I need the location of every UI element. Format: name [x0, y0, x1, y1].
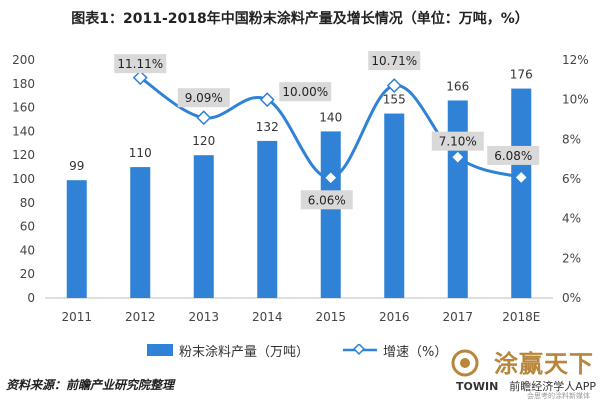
- growth-label-box: [368, 51, 421, 71]
- growth-data-label: 10.00%: [282, 85, 328, 99]
- brand-logo-icon: [451, 349, 479, 377]
- bar-data-label: 140: [319, 110, 342, 124]
- y-left-tick-label: 140: [12, 124, 35, 138]
- brand-watermark: 涂赢天下 TOWIN 前瞻经济学人APP 会思考的涂料新媒体: [440, 340, 600, 401]
- bar: [511, 88, 532, 298]
- x-tick-label: 2011: [61, 310, 92, 324]
- y-right-tick-label: 4%: [562, 212, 581, 226]
- bar: [257, 140, 278, 298]
- bar-data-label: 166: [446, 79, 469, 93]
- legend-item-line: 增速（%）: [343, 341, 447, 360]
- y-right-tick-label: 2%: [562, 251, 581, 265]
- legend: 粉末涂料产量（万吨） 增速（%）: [147, 340, 481, 360]
- brand-sub-text: 会思考的涂料新媒体: [527, 392, 590, 400]
- y-left-tick-label: 40: [20, 243, 35, 257]
- growth-marker: [450, 149, 466, 165]
- y-left-tick-label: 160: [12, 101, 35, 115]
- growth-label-box: [279, 82, 332, 102]
- bar-data-label: 120: [192, 134, 215, 148]
- bar-data-label: 132: [256, 120, 279, 134]
- legend-item-bar: 粉末涂料产量（万吨）: [147, 341, 309, 360]
- y-right-tick-label: 10%: [562, 93, 589, 107]
- y-right-tick-label: 6%: [562, 172, 581, 186]
- brand-app-text: 前瞻经济学人APP: [509, 380, 596, 393]
- x-tick-label: 2015: [315, 310, 346, 324]
- y-left-tick-label: 0: [27, 291, 35, 305]
- y-left-tick-label: 200: [12, 53, 35, 67]
- growth-marker: [196, 110, 212, 126]
- growth-label-box: [431, 131, 484, 151]
- legend-bar-swatch: [147, 344, 173, 356]
- bar-data-label: 110: [129, 146, 152, 160]
- bar: [66, 180, 87, 298]
- source-note: 资料来源：前瞻产业研究院整理: [6, 378, 175, 392]
- growth-marker: [323, 170, 339, 186]
- growth-label-box: [177, 88, 230, 108]
- x-tick-label: 2012: [125, 310, 156, 324]
- bar-data-label: 176: [510, 68, 533, 82]
- growth-data-label: 6.06%: [308, 193, 346, 207]
- bar: [447, 100, 468, 299]
- growth-marker: [386, 78, 402, 94]
- y-left-tick-label: 180: [12, 77, 35, 91]
- y-left-tick-label: 120: [12, 148, 35, 162]
- x-tick-label: 2018E: [502, 310, 540, 324]
- growth-data-label: 7.10%: [439, 135, 477, 149]
- x-tick-label: 2017: [442, 310, 473, 324]
- bar-data-label: 99: [69, 159, 84, 173]
- x-tick-label: 2014: [252, 310, 283, 324]
- growth-label-box: [487, 145, 540, 165]
- legend-label-bar: 粉末涂料产量（万吨）: [179, 344, 310, 360]
- bar: [384, 113, 405, 298]
- y-right-tick-label: 8%: [562, 132, 581, 146]
- growth-marker: [259, 92, 275, 108]
- growth-marker: [132, 70, 148, 86]
- growth-data-label: 9.09%: [185, 91, 223, 105]
- bar: [193, 155, 214, 298]
- y-left-tick-label: 80: [20, 196, 35, 210]
- growth-label-box: [300, 190, 353, 210]
- x-tick-label: 2013: [188, 310, 219, 324]
- y-left-tick-label: 20: [20, 267, 35, 281]
- chart-title: 图表1：2011-2018年中国粉末涂料产量及增长情况（单位：万吨，%）: [71, 11, 529, 27]
- growth-data-label: 11.11%: [117, 57, 163, 71]
- growth-label-box: [114, 54, 167, 74]
- bar: [130, 167, 151, 298]
- y-right-tick-label: 12%: [562, 53, 589, 67]
- legend-line-swatch: [343, 344, 378, 356]
- bar: [320, 131, 341, 298]
- bar-data-label: 155: [383, 93, 406, 107]
- y-left-tick-label: 60: [20, 220, 35, 234]
- legend-label-line: 增速（%）: [383, 344, 448, 360]
- growth-data-label: 6.08%: [494, 149, 532, 163]
- brand-name: 涂赢天下: [494, 349, 594, 378]
- x-tick-label: 2016: [379, 310, 410, 324]
- growth-data-label: 10.71%: [371, 54, 417, 68]
- y-left-tick-label: 100: [12, 172, 35, 186]
- y-right-tick-label: 0%: [562, 291, 581, 305]
- growth-marker: [513, 169, 529, 185]
- brand-left-text: TOWIN: [456, 380, 499, 393]
